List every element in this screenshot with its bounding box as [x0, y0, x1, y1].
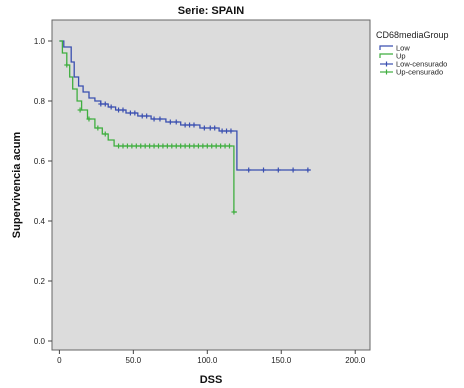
x-tick-label: 150.0 — [271, 356, 292, 365]
censor-mark-low — [305, 167, 311, 173]
censor-mark-up — [116, 143, 122, 149]
censor-mark-low — [144, 113, 150, 119]
censor-mark-low — [290, 167, 296, 173]
censor-mark-low — [187, 122, 193, 128]
legend-label: Low — [396, 44, 410, 53]
censor-mark-up — [102, 131, 108, 137]
censor-mark-low — [228, 128, 234, 134]
censor-mark-up — [151, 143, 157, 149]
censor-mark-up — [138, 143, 144, 149]
censor-mark-low — [173, 119, 179, 125]
legend-item-low-censurado: Low-censurado — [380, 60, 447, 69]
censor-mark-low — [275, 167, 281, 173]
censor-mark-up — [160, 143, 166, 149]
censor-mark-up — [124, 143, 130, 149]
censor-mark-up — [120, 143, 126, 149]
x-tick-label: 100.0 — [197, 356, 218, 365]
censor-mark-low — [201, 125, 207, 131]
censor-mark-up — [222, 143, 228, 149]
censor-mark-up — [64, 62, 70, 68]
censor-mark-low — [151, 116, 157, 122]
legend-swatch — [379, 53, 393, 58]
x-axis-title: DSS — [200, 374, 223, 386]
censor-mark-up — [169, 143, 175, 149]
censor-mark-low — [261, 167, 267, 173]
censor-mark-up — [191, 143, 197, 149]
censor-mark-up — [195, 143, 201, 149]
legend-item-up-censurado: Up-censurado — [380, 68, 443, 77]
censor-mark-up — [133, 143, 139, 149]
censor-mark-low — [98, 101, 104, 107]
censor-mark-low — [132, 110, 138, 116]
censor-mark-up — [173, 143, 179, 149]
censor-mark-up — [226, 143, 232, 149]
censor-mark-low — [116, 107, 122, 113]
censor-mark-up — [200, 143, 206, 149]
legend-item-low: Low — [379, 44, 410, 53]
censor-mark-up — [95, 125, 101, 131]
censor-mark-low — [224, 128, 230, 134]
y-tick-label: 1.0 — [34, 37, 46, 46]
censor-mark-low — [219, 128, 225, 134]
censor-mark-up — [218, 143, 224, 149]
censor-mark-low — [102, 101, 108, 107]
censor-mark-up — [178, 143, 184, 149]
censor-mark-up — [209, 143, 215, 149]
x-tick-label: 0 — [57, 356, 62, 365]
y-axis-title: Supervivencia acum — [11, 132, 23, 239]
censor-mark-up — [129, 143, 135, 149]
censor-mark-up — [155, 143, 161, 149]
censor-mark-low — [157, 116, 163, 122]
censor-mark-low — [207, 125, 213, 131]
censor-mark-up — [164, 143, 170, 149]
y-tick-label: 0.0 — [34, 337, 46, 346]
legend: CD68mediaGroup LowUpLow-censuradoUp-cens… — [376, 30, 449, 77]
chart-title: Serie: SPAIN — [178, 5, 244, 17]
censor-mark-low — [191, 122, 197, 128]
y-tick-label: 0.4 — [34, 217, 46, 226]
censor-mark-up — [182, 143, 188, 149]
censor-mark-low — [127, 110, 133, 116]
censor-mark-low — [212, 125, 218, 131]
censor-mark-up — [231, 209, 237, 215]
legend-label: Up-censurado — [396, 68, 443, 77]
plot-area — [51, 19, 371, 351]
censor-mark-up — [147, 143, 153, 149]
y-tick-label: 0.8 — [34, 97, 46, 106]
axes: 0 50.0 100.0 150.0 200.0 0.0 0.2 0.4 0.6 0.8 1.0 — [34, 37, 366, 365]
censor-mark-low — [139, 113, 145, 119]
y-tick-label: 0.2 — [34, 277, 46, 286]
censor-mark-up — [77, 107, 83, 113]
legend-title: CD68mediaGroup — [376, 30, 449, 40]
legend-label: Low-censurado — [396, 60, 447, 69]
censor-mark-up — [86, 116, 92, 122]
censor-mark-low — [167, 119, 173, 125]
y-tick-label: 0.6 — [34, 157, 46, 166]
legend-label: Up — [396, 52, 406, 61]
x-tick-label: 200.0 — [345, 356, 366, 365]
series-layer — [59, 40, 311, 215]
censor-mark-low — [108, 104, 114, 110]
legend-item-up: Up — [379, 52, 406, 61]
legend-swatch — [379, 45, 393, 50]
x-tick-label: 50.0 — [126, 356, 142, 365]
censor-mark-up — [213, 143, 219, 149]
censor-mark-low — [182, 122, 188, 128]
censor-mark-up — [187, 143, 193, 149]
censor-mark-up — [204, 143, 210, 149]
censor-mark-low — [246, 167, 252, 173]
censor-mark-low — [120, 107, 126, 113]
censor-mark-up — [142, 143, 148, 149]
